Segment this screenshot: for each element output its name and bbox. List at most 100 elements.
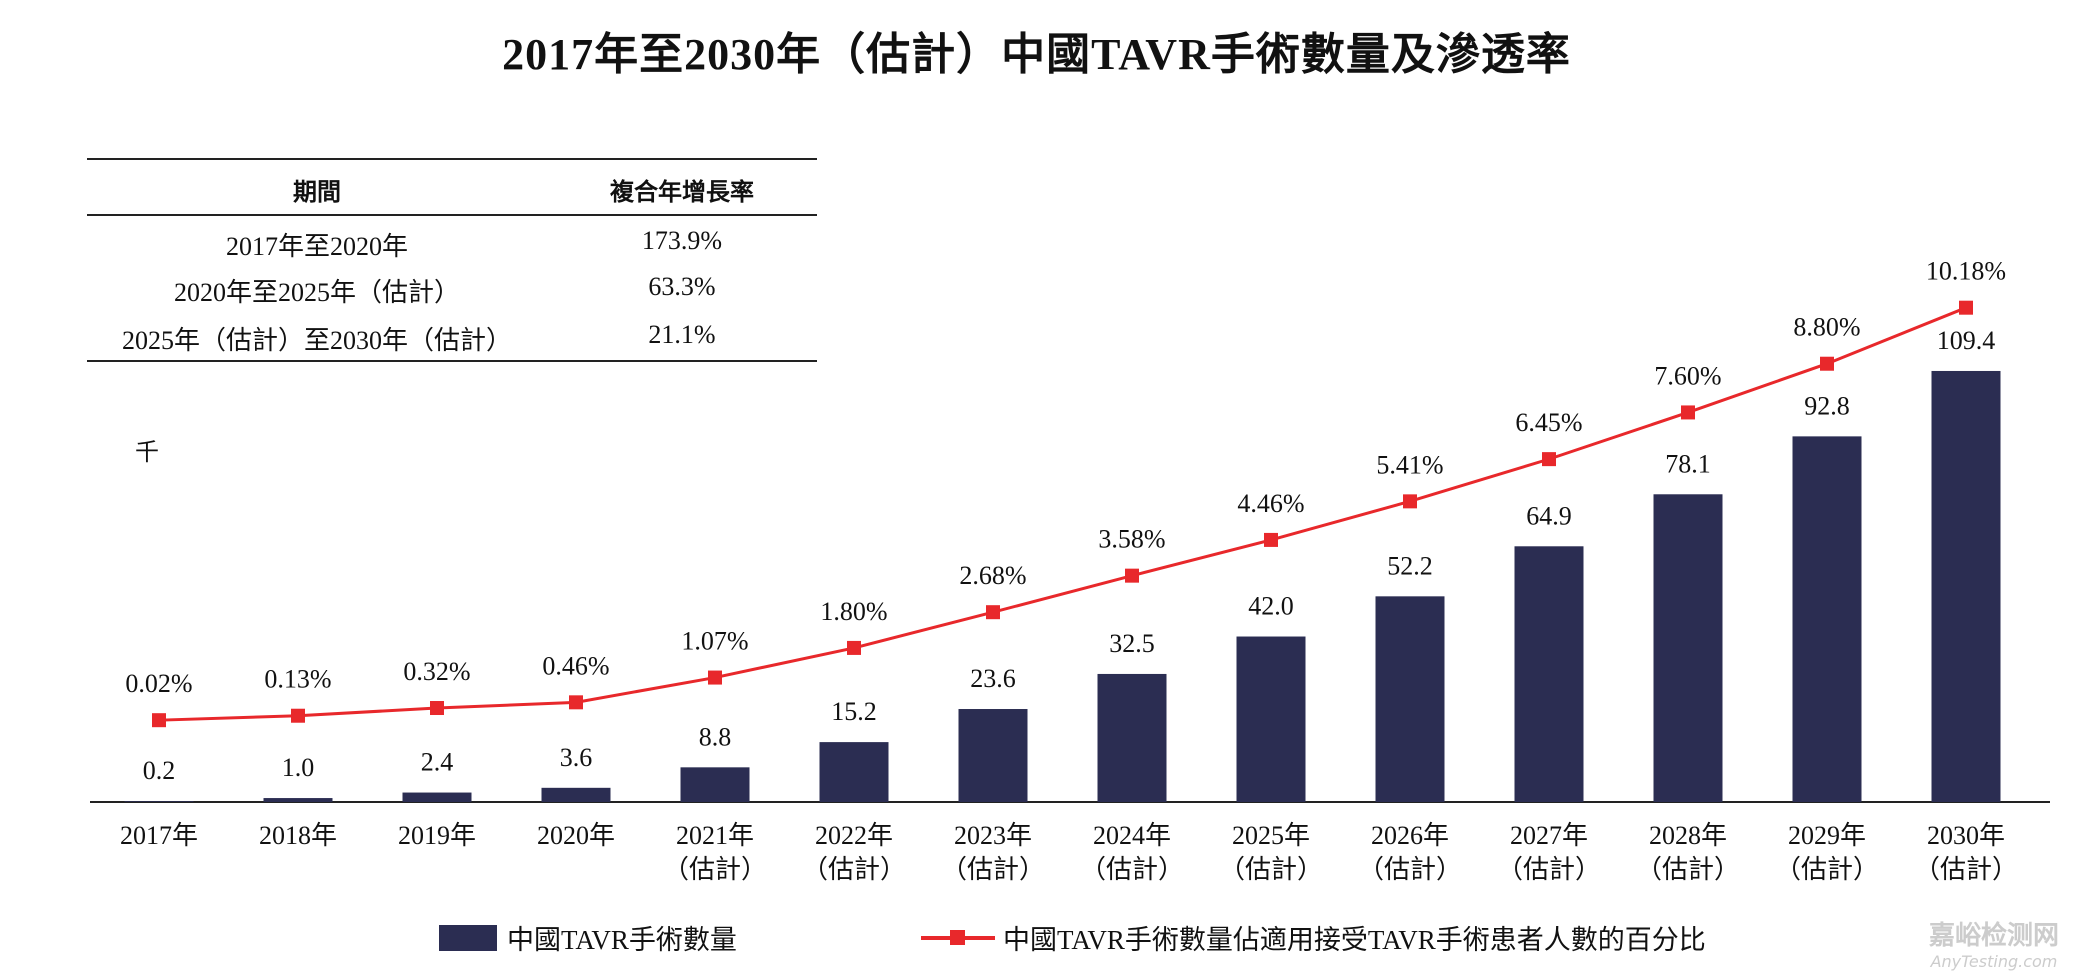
x-tick-label: 2021年 [676, 821, 754, 850]
line-value-label: 0.02% [125, 669, 192, 698]
bar [1375, 596, 1445, 802]
line-marker [847, 640, 861, 655]
bar [958, 709, 1028, 802]
x-tick-note: （估計） [1358, 855, 1462, 884]
x-tick-note: （估計） [802, 855, 906, 884]
line-value-label: 8.80% [1793, 313, 1860, 342]
x-tick-note: （估計） [1080, 855, 1184, 884]
bar [263, 798, 333, 802]
table-top-rule [87, 158, 817, 160]
x-tick-label: 2026年 [1371, 821, 1449, 850]
chart-title: 2017年至2030年（估計）中國TAVR手術數量及滲透率 [502, 30, 1571, 79]
bar-value-label: 3.6 [560, 743, 593, 772]
table-row-period: 2025年（估計）至2030年（估計） [121, 326, 512, 355]
table-row-cagr: 21.1% [648, 320, 716, 349]
line-value-label: 10.18% [1926, 257, 2006, 286]
x-tick-note: （估計） [941, 855, 1045, 884]
line-series [158, 306, 1967, 722]
x-tick-note: （估計） [1914, 855, 2018, 884]
x-tick-note: （估計） [1219, 855, 1323, 884]
bar-value-label: 42.0 [1248, 592, 1294, 621]
bar [680, 767, 750, 802]
x-tick-note: （估計） [1497, 855, 1601, 884]
table-header-cagr: 複合年增長率 [610, 178, 754, 206]
legend-line-swatch [921, 925, 995, 951]
bar-value-label: 32.5 [1109, 629, 1155, 658]
bar [402, 792, 472, 802]
line-marker [1264, 532, 1278, 547]
x-tick-label: 2019年 [398, 821, 476, 850]
legend-bar-swatch [439, 924, 497, 951]
legend-item-line: 中國TAVR手術數量佔適用接受TAVR手術患者人數的百分比 [921, 918, 1706, 957]
bar-value-label: 8.8 [699, 722, 732, 751]
bar-value-label: 92.8 [1804, 391, 1850, 420]
line-value-label: 7.60% [1654, 361, 1721, 390]
x-tick-label: 2024年 [1093, 821, 1171, 850]
x-tick-label: 2020年 [537, 821, 615, 850]
x-tick-label: 2028年 [1649, 821, 1727, 850]
bar [1931, 370, 2001, 802]
y-unit-label: 千 [135, 440, 159, 466]
line-marker [708, 670, 722, 685]
line-marker [1959, 300, 1973, 315]
watermark-line1: 嘉峪检测网 [1928, 921, 2059, 951]
line-value-label: 0.32% [403, 657, 470, 686]
x-tick-label: 2017年 [120, 821, 198, 850]
x-tick-label: 2018年 [259, 821, 337, 850]
line-value-label: 4.46% [1237, 489, 1304, 518]
line-value-label: 1.80% [820, 597, 887, 626]
line-marker [430, 701, 444, 716]
line-marker [291, 708, 305, 723]
bar [1097, 673, 1167, 802]
table-row-cagr: 173.9% [641, 226, 723, 255]
x-tick-label: 2030年 [1927, 821, 2005, 850]
line-marker [152, 713, 166, 728]
legend-bar-label: 中國TAVR手術數量 [507, 925, 737, 955]
bar-value-label: 52.2 [1387, 551, 1433, 580]
line-marker [1681, 405, 1695, 420]
bar [541, 787, 611, 802]
line-value-label: 5.41% [1376, 450, 1443, 479]
line-value-label: 1.07% [681, 627, 748, 656]
bar [124, 801, 194, 802]
legend-item-bars: 中國TAVR手術數量 [439, 918, 737, 957]
bar [1236, 636, 1306, 802]
bar [819, 742, 889, 802]
bar-value-label: 23.6 [970, 664, 1016, 693]
bar-value-label: 2.4 [421, 748, 454, 777]
bar-value-label: 15.2 [831, 697, 877, 726]
watermark-line2: AnyTesting.com [1930, 952, 2058, 971]
bar-value-label: 109.4 [1937, 326, 1996, 355]
x-tick-label: 2027年 [1510, 821, 1588, 850]
bar-value-label: 64.9 [1526, 501, 1572, 530]
x-tick-label: 2023年 [954, 821, 1032, 850]
x-tick-note: （估計） [1636, 855, 1740, 884]
bar [1514, 546, 1584, 802]
table-row-period: 2020年至2025年（估計） [173, 278, 460, 307]
line-value-label: 0.13% [264, 665, 331, 694]
watermark: 嘉峪检测网 AnyTesting.com [1929, 915, 2059, 971]
table-row-cagr: 63.3% [648, 272, 716, 301]
table-header-period: 期間 [293, 178, 341, 206]
line-marker [1403, 494, 1417, 509]
x-tick-label: 2029年 [1788, 821, 1866, 850]
line-value-label: 2.68% [959, 561, 1026, 590]
table-row-period: 2017年至2020年 [225, 232, 408, 261]
x-tick-label: 2022年 [815, 821, 893, 850]
bar-value-label: 78.1 [1665, 449, 1711, 478]
line-value-label: 3.58% [1098, 525, 1165, 554]
x-tick-note: （估計） [1775, 855, 1879, 884]
bar-value-label: 0.2 [143, 756, 176, 785]
line-marker [569, 695, 583, 710]
bar-value-label: 1.0 [282, 753, 315, 782]
legend-line-label: 中國TAVR手術數量佔適用接受TAVR手術患者人數的百分比 [1003, 925, 1706, 955]
x-tick-label: 2025年 [1232, 821, 1310, 850]
bar [1653, 494, 1723, 802]
table-bottom-rule [87, 360, 817, 362]
line-value-label: 6.45% [1515, 408, 1582, 437]
line-marker [1820, 356, 1834, 371]
x-tick-note: （估計） [663, 855, 767, 884]
line-marker [1125, 568, 1139, 583]
